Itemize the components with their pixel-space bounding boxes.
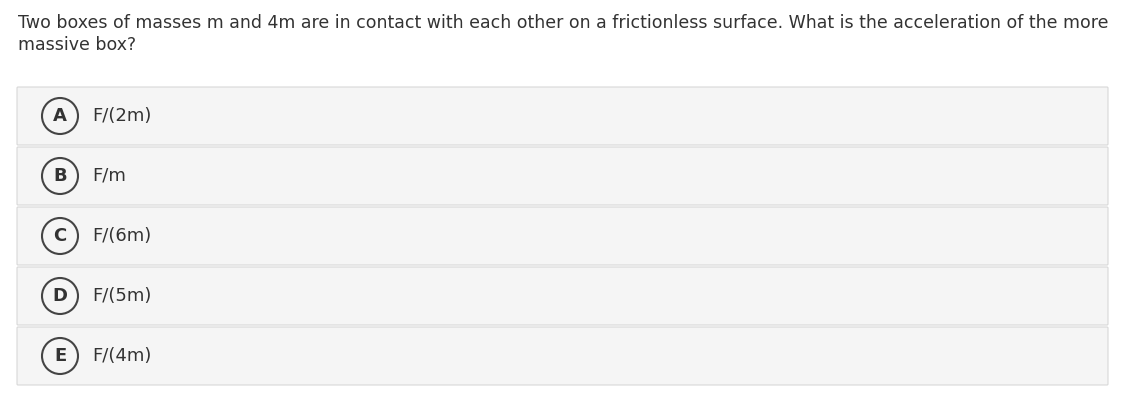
Ellipse shape	[42, 338, 78, 374]
Text: massive box?: massive box?	[18, 36, 136, 54]
FancyBboxPatch shape	[17, 87, 1108, 145]
FancyBboxPatch shape	[17, 327, 1108, 385]
Text: B: B	[53, 167, 66, 185]
Text: F/(4m): F/(4m)	[92, 347, 152, 365]
Ellipse shape	[42, 158, 78, 194]
Text: A: A	[53, 107, 68, 125]
FancyBboxPatch shape	[17, 147, 1108, 205]
Ellipse shape	[42, 278, 78, 314]
Text: D: D	[53, 287, 68, 305]
Text: F/(6m): F/(6m)	[92, 227, 151, 245]
Text: E: E	[54, 347, 66, 365]
Text: F/(5m): F/(5m)	[92, 287, 152, 305]
Text: Two boxes of masses m and 4m are in contact with each other on a frictionless su: Two boxes of masses m and 4m are in cont…	[18, 14, 1108, 32]
FancyBboxPatch shape	[17, 267, 1108, 325]
FancyBboxPatch shape	[17, 207, 1108, 265]
Ellipse shape	[42, 98, 78, 134]
Text: F/m: F/m	[92, 167, 126, 185]
Ellipse shape	[42, 218, 78, 254]
Text: C: C	[53, 227, 66, 245]
Text: F/(2m): F/(2m)	[92, 107, 152, 125]
